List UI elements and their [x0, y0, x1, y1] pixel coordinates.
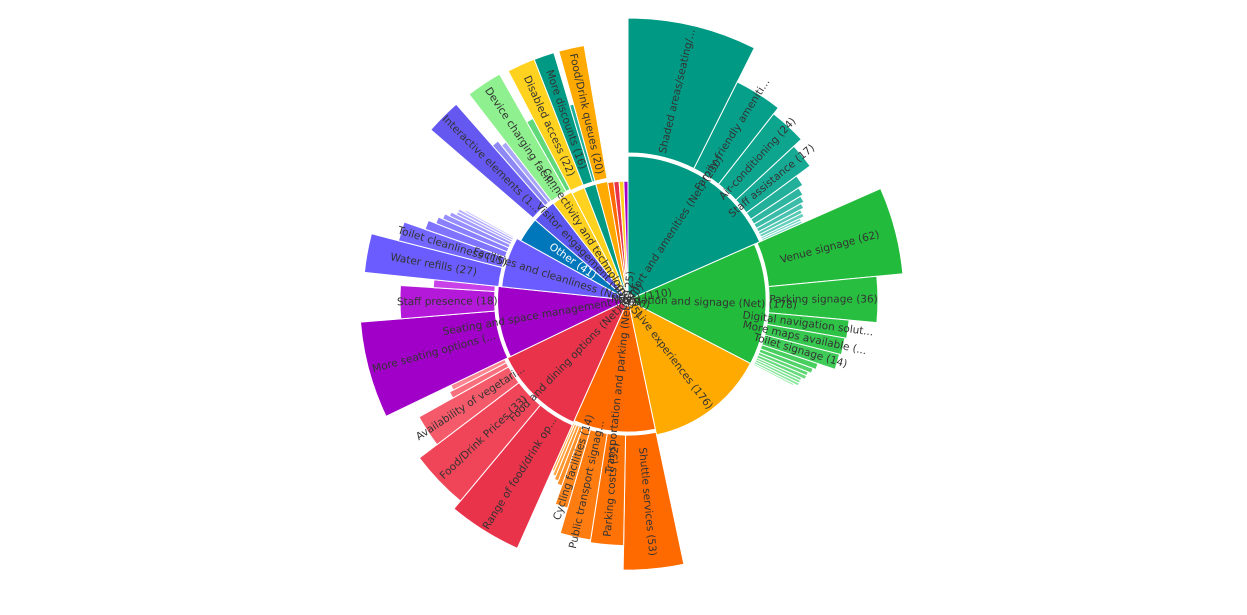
segment [627, 155, 761, 299]
child-segment [752, 362, 795, 387]
child-segment [627, 17, 756, 170]
child-segment [464, 209, 515, 239]
segment [632, 243, 767, 365]
child-segment [453, 404, 573, 549]
segment [623, 180, 629, 295]
child-label: Staff presence (18) [397, 295, 498, 308]
segment [506, 301, 627, 423]
child-segment [558, 44, 608, 182]
child-label: Parking signage (36) [769, 293, 877, 305]
segment [628, 302, 752, 436]
segment-label: Navigation and signage (Net) (178) [611, 293, 797, 311]
segment [573, 304, 656, 433]
child-segment [359, 310, 509, 418]
segment [501, 237, 624, 300]
child-segment [551, 422, 576, 472]
child-segment [756, 187, 904, 288]
